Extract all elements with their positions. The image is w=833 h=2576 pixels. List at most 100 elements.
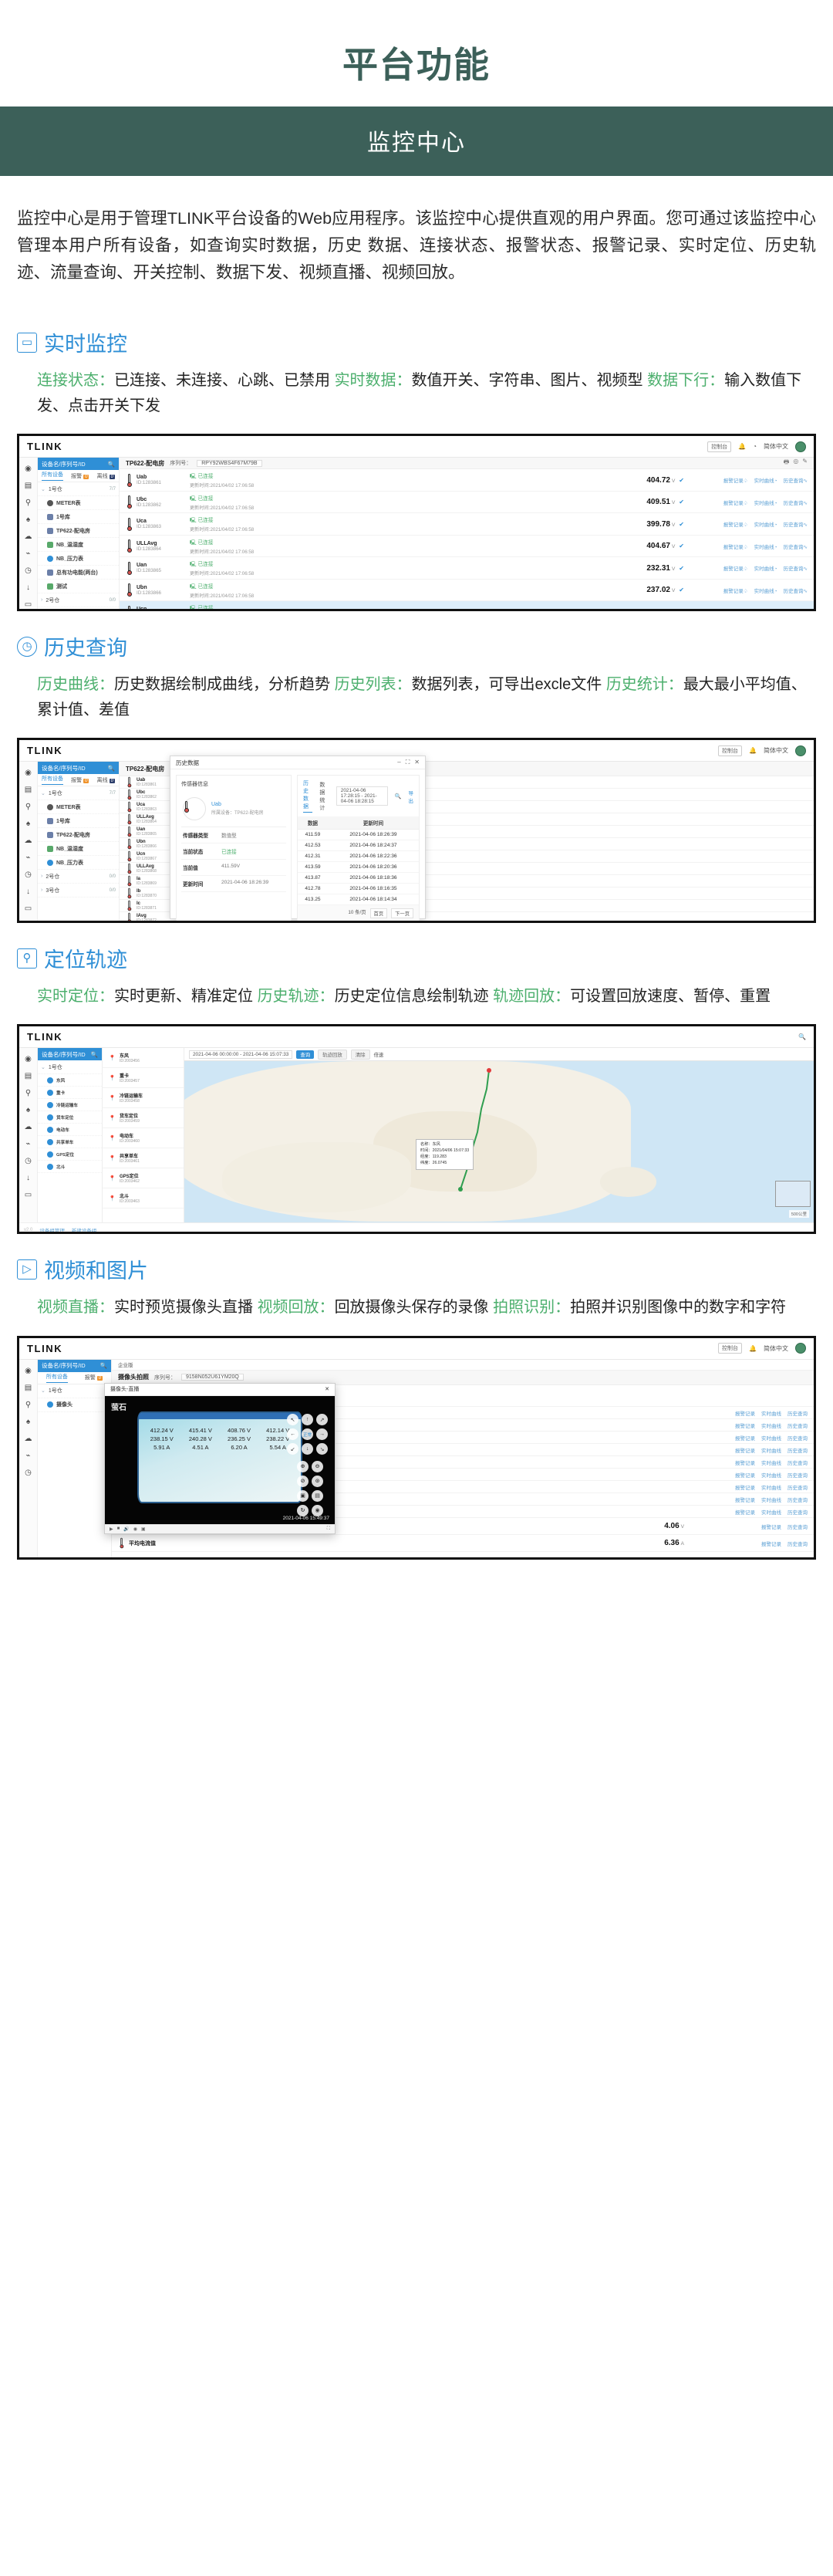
chart-icon[interactable]: ⌁ <box>25 1140 31 1149</box>
realtime-curve-link[interactable]: 实时曲线 <box>761 1485 781 1491</box>
realtime-curve-link[interactable]: 实时曲线 <box>761 1509 781 1516</box>
alarm-record-link[interactable]: 报警记录 <box>761 1524 781 1530</box>
tab-offline[interactable]: 离线 0 <box>96 473 115 479</box>
download-icon[interactable]: ↓ <box>26 887 30 897</box>
tree-item[interactable]: 共享单车 <box>38 1136 102 1149</box>
alarm-record-link[interactable]: 报警记录 <box>735 1448 755 1454</box>
device-search[interactable]: 设备名/序列号/ID 🔍 <box>38 1048 102 1061</box>
target-icon[interactable]: ◉ <box>25 465 32 474</box>
target-icon[interactable]: ◉ <box>25 1055 32 1064</box>
row-links[interactable]: 报警记录 实时曲线 历史查询 <box>706 1459 808 1466</box>
help-icon[interactable]: ◔ <box>753 443 757 451</box>
tree-item[interactable]: 冷链运输车 <box>38 1099 102 1112</box>
tree-item-camera[interactable]: 摄像头 <box>38 1398 111 1412</box>
ptz-arrow-button[interactable]: ↑ <box>302 1414 314 1426</box>
alarm-record-link[interactable]: 报警记录♤ <box>723 544 748 550</box>
row-links[interactable]: 报警记录 实时曲线 历史查询 <box>706 1508 808 1516</box>
row-links[interactable]: 报警记录 实时曲线 历史查询 <box>706 1446 808 1454</box>
device-group-manage-link[interactable]: 设备组管理 <box>39 1228 65 1234</box>
history-query-link[interactable]: 历史查询 <box>787 1411 808 1417</box>
language-label[interactable]: 简体中文 <box>764 1344 788 1352</box>
alarm-record-link[interactable]: 报警记录 <box>735 1497 755 1503</box>
row-links[interactable]: 报警记录♤ 实时曲线◔ 历史查询∿ <box>706 499 808 506</box>
history-query-link[interactable]: 历史查询 <box>787 1524 808 1530</box>
bell-icon[interactable]: ♠ <box>25 820 31 829</box>
realtime-curve-link[interactable]: 实时曲线◔ <box>754 544 777 550</box>
map-view[interactable]: 2021-04-06 00:00:00 - 2021-04-06 15:07:3… <box>184 1048 814 1223</box>
ptz-tool-button[interactable]: ⊙ <box>312 1475 324 1487</box>
avatar[interactable] <box>795 441 806 452</box>
bell-icon[interactable]: ♠ <box>25 1417 31 1426</box>
alarm-record-link[interactable]: 报警记录♤ <box>723 500 748 506</box>
download-icon[interactable]: ↓ <box>26 1174 30 1183</box>
row-links[interactable]: 报警记录 实时曲线 历史查询 <box>706 1471 808 1479</box>
ptz-arrow-button[interactable]: → <box>316 1428 329 1441</box>
history-query-link[interactable]: 历史查询 <box>787 1472 808 1479</box>
alarm-record-link[interactable]: 报警记录♤ <box>723 566 748 573</box>
list-item[interactable]: 📍 东风 ID:2003456 <box>103 1048 184 1069</box>
row-links[interactable]: 报警记录 实时曲线 历史查询 <box>706 1422 808 1429</box>
device-search[interactable]: 设备名/序列号/ID 🔍 <box>38 458 119 471</box>
target-icon[interactable]: ◉ <box>25 769 32 778</box>
tab-all-devices[interactable]: 所有设备 <box>42 471 64 482</box>
table-row[interactable]: ULLAvg ID:1283864 🖳 已连接 更新时间:2021/04/02 17:… <box>120 536 814 558</box>
list-item[interactable]: 📍 GPS定位 ID:2003462 <box>103 1168 184 1189</box>
row-links[interactable]: 报警记录♤ 实时曲线◔ 历史查询∿ <box>706 476 808 484</box>
cloud-icon[interactable]: ☁ <box>24 1123 32 1132</box>
row-links[interactable]: 报警记录 实时曲线 历史查询 <box>706 1409 808 1417</box>
history-query-link[interactable]: 历史查询 <box>787 1509 808 1516</box>
ptz-normal-button[interactable]: 正常 <box>302 1428 314 1441</box>
tab-alarm[interactable]: 报警 0 <box>71 777 89 783</box>
page-size-select[interactable]: 10 条/页 <box>348 910 366 916</box>
realtime-curve-link[interactable]: 实时曲线 <box>761 1435 781 1442</box>
row-links[interactable]: 报警记录 历史查询 <box>706 1540 808 1547</box>
fullscreen-icon[interactable]: ⛶ <box>326 1526 330 1531</box>
console-button[interactable]: 控制台 <box>718 1343 743 1354</box>
clock-icon[interactable]: ◷ <box>25 870 32 880</box>
tree-item[interactable]: 电动车 <box>38 1124 102 1137</box>
tree-item[interactable]: 东风 <box>38 1074 102 1087</box>
tree-item-nb-pressure[interactable]: NB_压力表 <box>38 552 119 566</box>
tree-item-tp622[interactable]: TP622-配电房 <box>38 524 119 539</box>
ptz-tool-button[interactable]: ⊘ <box>297 1475 309 1487</box>
realtime-curve-link[interactable]: 实时曲线 <box>761 1448 781 1454</box>
list-item[interactable]: 📍 重卡 ID:2003457 <box>103 1068 184 1089</box>
date-range-input[interactable]: 2021-04-06 17:28:15 - 2021-04-06 18:28:1… <box>336 786 388 806</box>
user-icon[interactable]: ☗ <box>25 921 32 923</box>
monitor-icon[interactable]: ▤ <box>24 786 32 795</box>
realtime-curve-link[interactable]: 实时曲线◔ <box>754 500 777 506</box>
map-date-range[interactable]: 2021-04-06 00:00:00 - 2021-04-06 15:07:3… <box>189 1050 293 1059</box>
bell-icon[interactable]: 🔔 <box>738 443 747 451</box>
realtime-curve-link[interactable]: 实时曲线 <box>761 1411 781 1417</box>
bell-icon[interactable]: ♠ <box>25 516 31 525</box>
search-icon[interactable]: 🔍 <box>99 1362 107 1370</box>
tab-alarm[interactable]: 报警 0 <box>71 473 89 479</box>
clock-icon[interactable]: ◷ <box>25 566 32 576</box>
realtime-curve-link[interactable]: 实时曲线 <box>761 1472 781 1479</box>
tree-item[interactable]: 货车定位 <box>38 1111 102 1124</box>
edit-icon[interactable]: ✎ <box>802 458 808 465</box>
next-page-button[interactable]: 下一页 <box>391 908 413 919</box>
stop-icon[interactable]: ■ <box>116 1526 120 1532</box>
tree-item[interactable]: GPS定位 <box>38 1148 102 1161</box>
alarm-record-link[interactable]: 报警记录♤ <box>723 478 748 485</box>
realtime-curve-link[interactable]: 实时曲线 <box>761 1423 781 1429</box>
tree-group-2[interactable]: › 2号仓 0/0 <box>38 593 119 608</box>
history-query-link[interactable]: 历史查询 <box>787 1541 808 1547</box>
tab-offline[interactable]: 离线 0 <box>96 777 115 783</box>
alarm-record-link[interactable]: 报警记录 <box>735 1423 755 1429</box>
list-item[interactable]: 📍 共享单车 ID:2003461 <box>103 1148 184 1169</box>
realtime-curve-link[interactable]: 实时曲线◔ <box>754 566 777 573</box>
history-query-link[interactable]: 历史查询∿ <box>783 588 808 594</box>
row-links[interactable]: 报警记录 实时曲线 历史查询 <box>706 1434 808 1442</box>
volume-icon[interactable]: 🔊 <box>123 1526 130 1532</box>
table-row[interactable]: Ubc ID:1283862 🖳 已连接 更新时间:2021/04/02 17:06:… <box>120 492 814 514</box>
ptz-tool-pad[interactable]: ⊕ ⊖ ⊘ ⊙ ▣ ▤ ↻ ◉ <box>297 1460 324 1516</box>
alarm-record-link[interactable]: 报警记录 <box>761 1541 781 1547</box>
table-row[interactable]: 平均电流值 6.36 A 报警记录 历史查询 <box>112 1535 814 1553</box>
ptz-tool-button[interactable]: ◉ <box>312 1504 324 1516</box>
ptz-arrow-button[interactable]: ↗ <box>316 1414 329 1426</box>
list-item[interactable]: 📍 电动车 ID:2003460 <box>103 1128 184 1149</box>
export-button[interactable]: 导出 <box>408 790 414 804</box>
chart-icon[interactable]: ⌁ <box>25 1451 31 1460</box>
